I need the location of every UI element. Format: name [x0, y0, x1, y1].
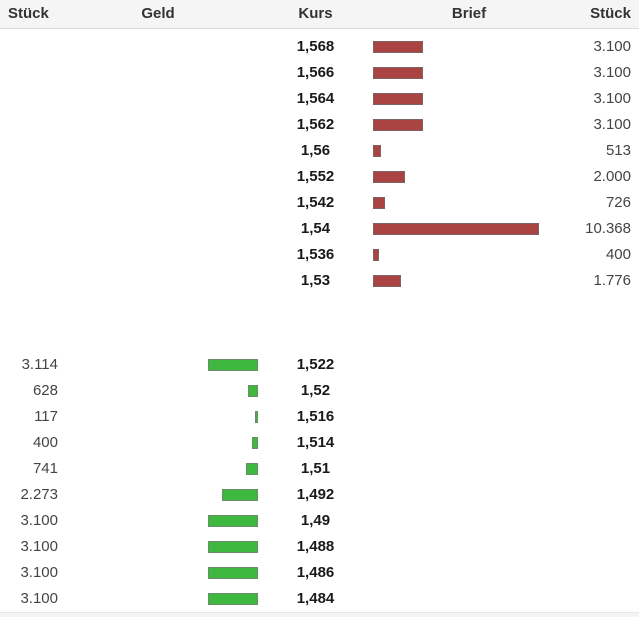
bid-volume-bar [255, 411, 258, 423]
bid-volume-bar [208, 359, 258, 371]
bid-volume: 3.100 [20, 590, 58, 607]
ask-volume: 3.100 [593, 116, 631, 133]
ask-volume: 513 [605, 142, 631, 159]
ask-volume-bar [373, 67, 423, 79]
bid-row: 628 1,52 [0, 378, 639, 404]
header-stueck-bid: Stück [8, 5, 49, 22]
bid-volume: 3.100 [20, 538, 58, 555]
bid-row: 2.273 1,492 [0, 482, 639, 508]
ask-volume-bar [373, 171, 405, 183]
bid-row: 741 1,51 [0, 456, 639, 482]
ask-price: 1,536 [296, 246, 335, 263]
bid-price: 1,52 [300, 382, 331, 399]
ask-volume: 3.100 [593, 64, 631, 81]
header-geld: Geld [141, 5, 175, 22]
ask-volume-bar [373, 93, 423, 105]
ask-volume-bar [373, 249, 379, 261]
ask-volume-bar [373, 119, 423, 131]
ask-volume-bar [373, 197, 385, 209]
ask-row: 1,56 513 [0, 138, 639, 164]
bid-volume: 3.114 [21, 356, 58, 373]
bid-row: 3.100 1,488 [0, 534, 639, 560]
ask-volume: 2.000 [593, 168, 631, 185]
ask-row: 1,564 3.100 [0, 86, 639, 112]
bid-price: 1,486 [296, 564, 335, 581]
ask-volume: 3.100 [593, 38, 631, 55]
ask-volume-bar [373, 223, 539, 235]
ask-volume-bar [373, 145, 381, 157]
bid-volume-bar [246, 463, 258, 475]
ask-row: 1,542 726 [0, 190, 639, 216]
bid-price: 1,516 [296, 408, 335, 425]
header-kurs: Kurs [298, 5, 333, 22]
ask-rows-section: 1,568 3.100 1,566 3.100 1,564 3.100 1,562 3.100… [0, 34, 639, 294]
bid-volume: 400 [32, 434, 58, 451]
bid-row: 3.100 1,484 [0, 586, 639, 612]
ask-row: 1,536 400 [0, 242, 639, 268]
bid-price: 1,51 [300, 460, 331, 477]
bid-volume: 3.100 [20, 512, 58, 529]
bid-row: 3.100 1,49 [0, 508, 639, 534]
header-stueck-ask: Stück [590, 5, 631, 22]
ask-volume-bar [373, 275, 401, 287]
ask-price: 1,552 [296, 168, 335, 185]
ask-volume-bar [373, 41, 423, 53]
bid-volume-bar [252, 437, 258, 449]
bid-volume: 2.273 [20, 486, 58, 503]
ask-price: 1,564 [296, 90, 335, 107]
ask-row: 1,53 1.776 [0, 268, 639, 294]
bid-rows-section: 3.114 1,522 628 1,52 117 1,516 400 1,514 741 1,51… [0, 352, 639, 612]
ask-row: 1,562 3.100 [0, 112, 639, 138]
bid-volume-bar [208, 541, 258, 553]
footer-divider [0, 612, 639, 617]
bid-volume: 628 [32, 382, 58, 399]
bid-volume-bar [208, 567, 258, 579]
bid-row: 3.100 1,486 [0, 560, 639, 586]
ask-price: 1,566 [296, 64, 335, 81]
column-header-row: Stück Geld Kurs Brief Stück [0, 0, 639, 29]
ask-volume: 400 [605, 246, 631, 263]
bid-row: 3.114 1,522 [0, 352, 639, 378]
ask-price: 1,56 [300, 142, 331, 159]
ask-price: 1,53 [300, 272, 331, 289]
bid-price: 1,484 [296, 590, 335, 607]
bid-volume: 117 [34, 408, 58, 425]
ask-volume: 726 [605, 194, 631, 211]
ask-volume: 3.100 [593, 90, 631, 107]
bid-volume-bar [208, 593, 258, 605]
ask-price: 1,542 [296, 194, 335, 211]
ask-row: 1,552 2.000 [0, 164, 639, 190]
header-brief: Brief [451, 5, 487, 22]
ask-volume: 1.776 [593, 272, 631, 289]
bid-volume-bar [222, 489, 258, 501]
bid-volume: 3.100 [20, 564, 58, 581]
ask-volume: 10.368 [585, 220, 631, 237]
bid-row: 400 1,514 [0, 430, 639, 456]
ask-row: 1,566 3.100 [0, 60, 639, 86]
ask-price: 1,54 [300, 220, 331, 237]
ask-row: 1,568 3.100 [0, 34, 639, 60]
bid-price: 1,514 [296, 434, 335, 451]
bid-volume: 741 [32, 460, 58, 477]
ask-price: 1,562 [296, 116, 335, 133]
bid-price: 1,488 [296, 538, 335, 555]
bid-volume-bar [248, 385, 258, 397]
bid-price: 1,492 [296, 486, 335, 503]
bid-volume-bar [208, 515, 258, 527]
bid-price: 1,49 [300, 512, 331, 529]
ask-row: 1,54 10.368 [0, 216, 639, 242]
bid-row: 117 1,516 [0, 404, 639, 430]
bid-price: 1,522 [296, 356, 335, 373]
ask-price: 1,568 [296, 38, 335, 55]
